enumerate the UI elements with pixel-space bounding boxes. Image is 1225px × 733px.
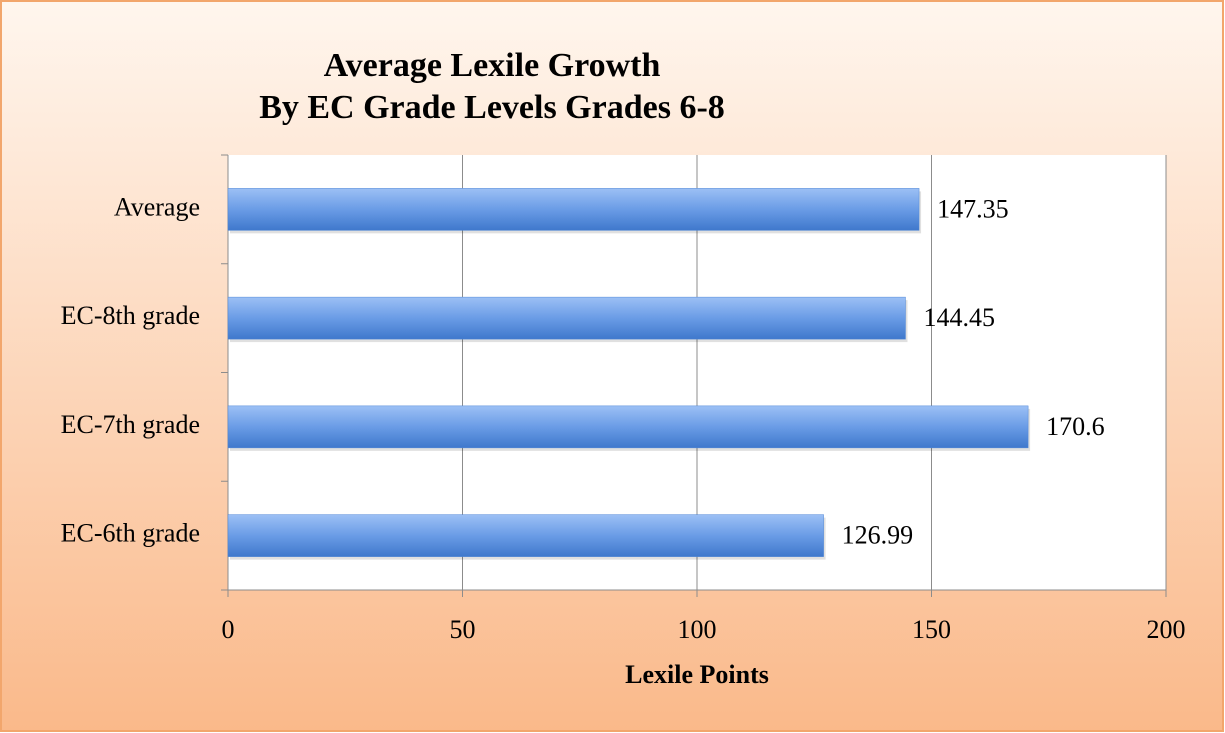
y-tick-label: EC-7th grade	[61, 410, 200, 439]
x-axis-label: Lexile Points	[625, 660, 769, 689]
data-label: 170.6	[1046, 412, 1105, 441]
x-tick-label: 200	[1147, 615, 1186, 644]
y-tick-label: Average	[114, 192, 200, 221]
data-label: 126.99	[842, 521, 914, 550]
chart-title: By EC Grade Levels Grades 6-8	[259, 89, 725, 126]
chart-title: Average Lexile Growth	[324, 47, 661, 84]
y-tick-label: EC-8th grade	[61, 301, 200, 330]
bar	[227, 405, 1029, 449]
x-tick-label: 150	[912, 615, 951, 644]
data-label: 144.45	[923, 303, 995, 332]
x-tick-label: 50	[450, 615, 476, 644]
bar	[227, 188, 920, 231]
x-tick-label: 100	[678, 615, 717, 644]
y-tick-label: EC-6th grade	[61, 519, 200, 548]
bar	[227, 514, 824, 557]
bar	[227, 296, 906, 340]
x-tick-label: 0	[222, 615, 235, 644]
data-label: 147.35	[937, 194, 1009, 223]
